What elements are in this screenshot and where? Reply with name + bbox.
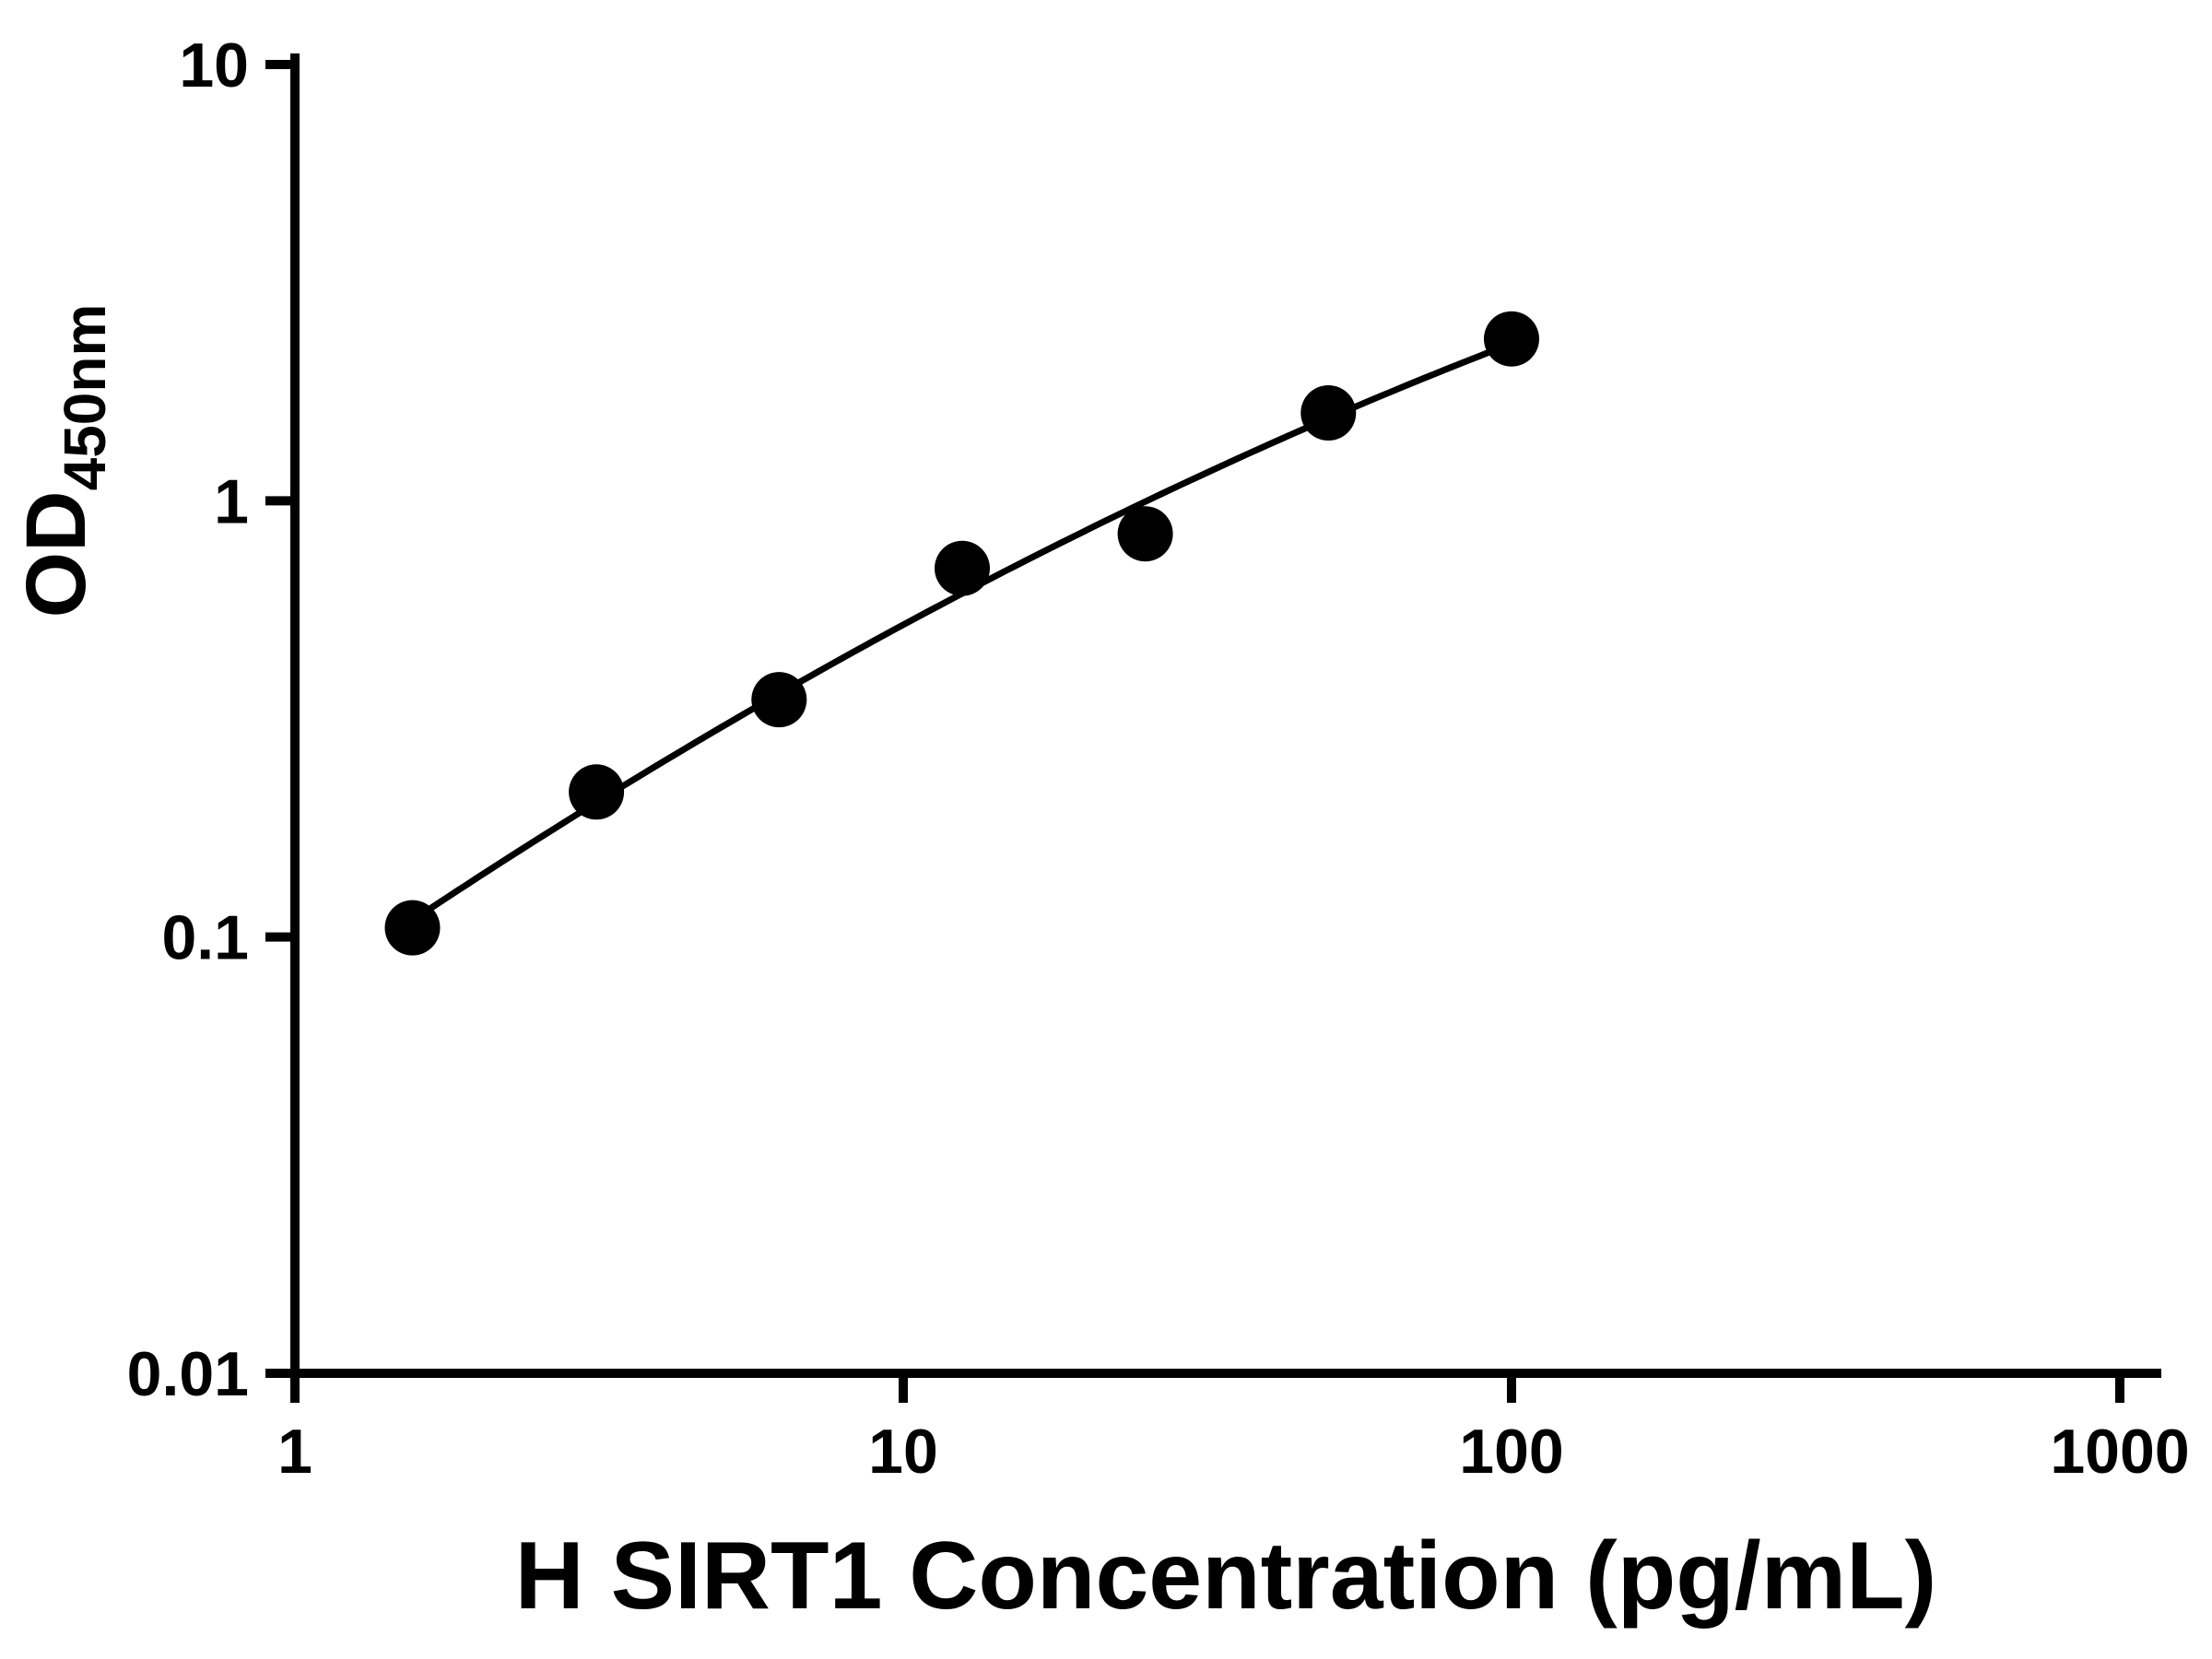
x-tick-label: 100 bbox=[1459, 1417, 1563, 1487]
data-point bbox=[751, 672, 807, 728]
y-axis-title: OD450nm bbox=[9, 304, 118, 618]
x-tick-label: 1 bbox=[277, 1417, 312, 1487]
y-tick-label: 1 bbox=[214, 466, 249, 536]
data-point bbox=[1300, 385, 1357, 441]
y-axis-title-subscript: 450nm bbox=[52, 304, 118, 491]
y-tick-label: 0.1 bbox=[161, 903, 249, 973]
y-tick-label: 10 bbox=[179, 30, 249, 100]
x-tick-label: 10 bbox=[868, 1417, 938, 1487]
data-point bbox=[384, 900, 441, 956]
data-point bbox=[1484, 311, 1539, 367]
x-tick-label: 1000 bbox=[2050, 1417, 2189, 1487]
data-point bbox=[1117, 506, 1173, 562]
x-axis-title: H SIRT1 Concentration (pg/mL) bbox=[515, 1523, 1937, 1630]
y-tick-label: 0.01 bbox=[127, 1339, 249, 1409]
plot-area: 1 10 100 1000 0.01 0.1 1 10 bbox=[127, 30, 2190, 1487]
y-axis-title-main: OD bbox=[9, 490, 103, 618]
data-point bbox=[935, 540, 990, 596]
data-point bbox=[569, 764, 625, 820]
